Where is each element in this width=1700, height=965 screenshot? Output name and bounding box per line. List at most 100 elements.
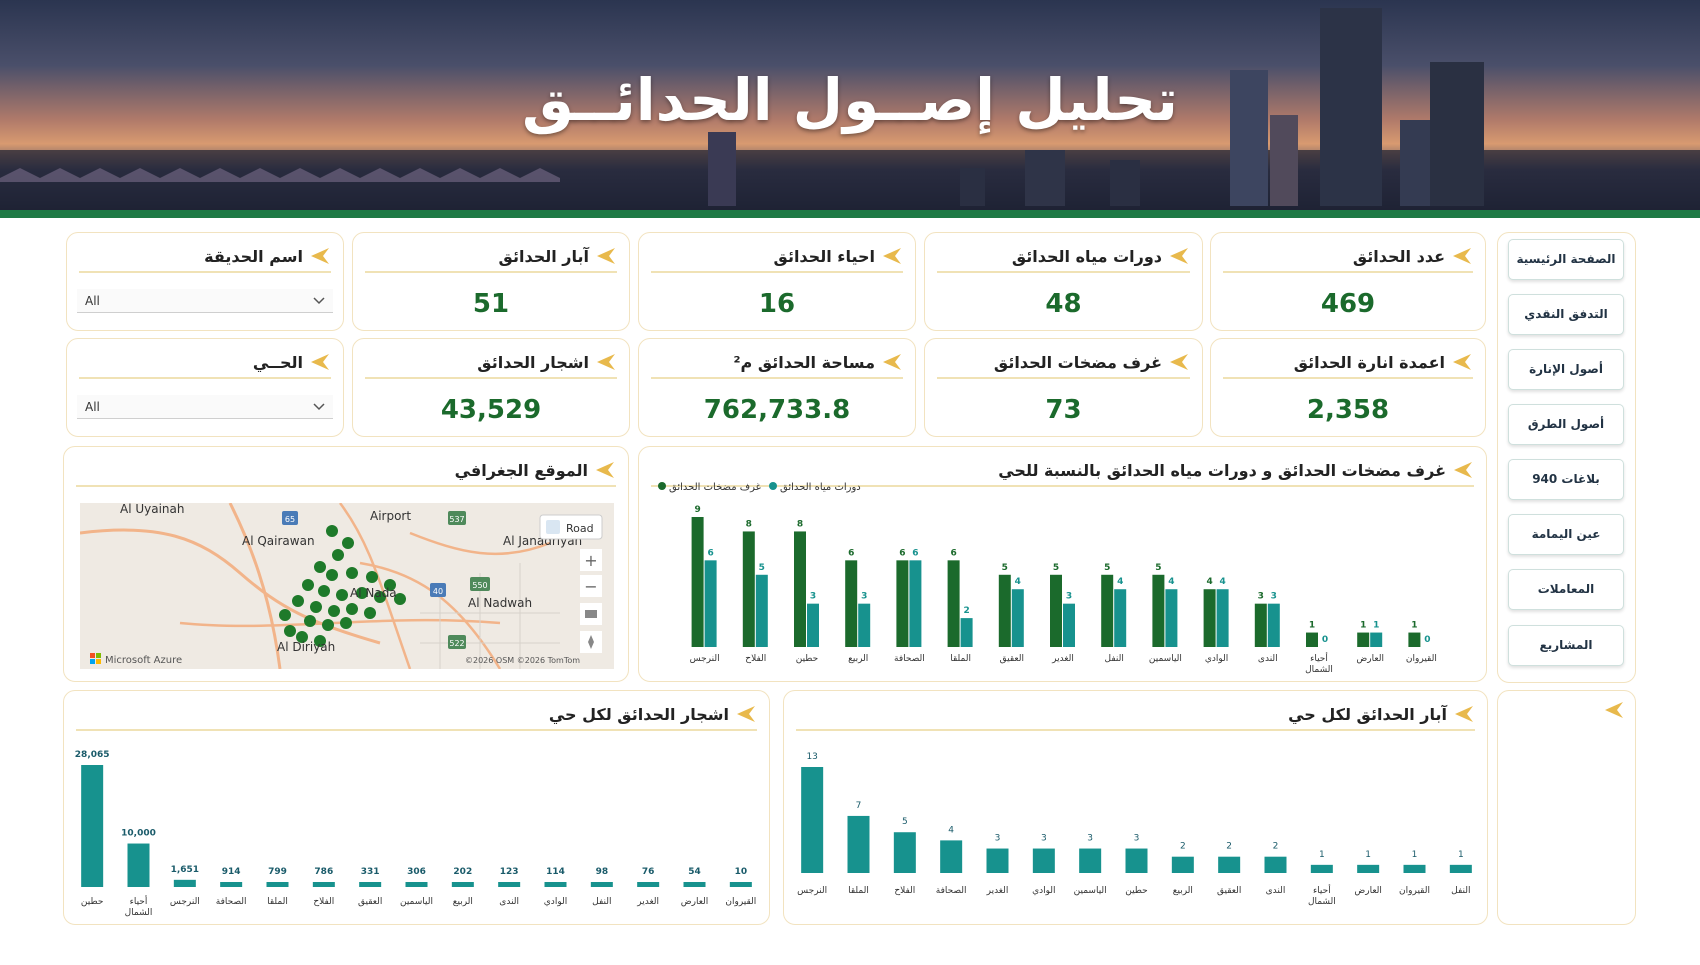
category-label: الربيع [1173, 886, 1193, 896]
data-label: 3 [1066, 592, 1072, 602]
pump-room-bar[interactable] [1254, 603, 1267, 647]
data-label: 6 [848, 548, 854, 558]
wells-bar[interactable] [1310, 864, 1333, 873]
park-markers[interactable] [279, 525, 406, 647]
trees-bar[interactable] [266, 882, 289, 887]
water-cycle-bar[interactable] [858, 603, 871, 647]
wells-bar[interactable] [1357, 864, 1380, 873]
trees-bar[interactable] [683, 882, 706, 887]
pump-room-bar[interactable] [1408, 632, 1421, 647]
wells-bar[interactable] [1079, 848, 1102, 873]
trees-bar[interactable] [127, 843, 150, 887]
water-cycle-bar[interactable] [1063, 603, 1075, 647]
trees-bar[interactable] [590, 882, 613, 887]
data-label: 5 [902, 817, 908, 827]
kpi-trees-card: اشجار الحدائق 43,529 [352, 338, 630, 437]
water-cycle-bar[interactable] [1267, 603, 1280, 647]
water-cycle-bar[interactable] [807, 603, 819, 647]
park-name-dropdown[interactable]: All [77, 289, 333, 313]
trees-bar[interactable] [451, 882, 474, 887]
pump-room-bar[interactable] [1306, 632, 1318, 647]
wells-bar[interactable] [1171, 856, 1194, 873]
trees-bar[interactable] [312, 882, 335, 887]
compass-icon[interactable] [580, 631, 602, 653]
wells-bar[interactable] [847, 815, 870, 873]
trees-bar[interactable] [220, 882, 243, 887]
pump-water-chart-card: غرف مضخات الحدائق و دورات مياه الحدائق ب… [638, 446, 1487, 682]
category-label: العقيق [1217, 886, 1241, 896]
kpi-label: دورات مياه الحدائق [1011, 246, 1162, 266]
category-label: العارض [1354, 886, 1382, 896]
data-label: 2 [963, 606, 969, 616]
zoom-in-button[interactable]: + [580, 549, 602, 571]
pump-room-bar[interactable] [742, 531, 755, 647]
wells-bar[interactable] [801, 767, 824, 873]
pump-room-bar[interactable] [1203, 589, 1216, 647]
map-place-label: Al Nadwah [468, 596, 532, 610]
category-label: الوادي [1032, 886, 1055, 896]
pump-room-bar[interactable] [1101, 574, 1114, 647]
wells-bar[interactable] [1125, 848, 1148, 873]
zoom-out-button[interactable]: − [580, 575, 602, 597]
water-cycle-bar[interactable] [1011, 589, 1024, 647]
trees-bar[interactable] [544, 882, 567, 887]
nav-940-reports-button[interactable]: بلاغات 940 [1508, 459, 1624, 500]
water-cycle-bar[interactable] [909, 560, 922, 647]
wells-bar[interactable] [1264, 856, 1287, 873]
nav-transactions-button[interactable]: المعاملات [1508, 569, 1624, 610]
trees-bar[interactable] [637, 882, 660, 887]
water-cycle-bar[interactable] [1370, 632, 1383, 647]
trees-bar[interactable] [81, 765, 104, 887]
dropdown-value: All [85, 293, 100, 308]
pump-room-bar[interactable] [794, 531, 806, 647]
pump-room-bar[interactable] [947, 560, 960, 647]
water-cycle-bar[interactable] [755, 574, 768, 647]
trees-bar[interactable] [498, 882, 521, 887]
district-slicer-card: الحــي All [66, 338, 344, 437]
chevron-left-icon [1453, 354, 1471, 370]
wells-bar[interactable] [1449, 864, 1472, 873]
pump-room-bar[interactable] [691, 517, 704, 647]
chevron-left-icon [737, 706, 755, 722]
wells-bar[interactable] [986, 848, 1009, 873]
wells-bar[interactable] [1218, 856, 1241, 873]
header-divider [0, 210, 1700, 218]
pump-room-bar[interactable] [845, 560, 858, 647]
water-cycle-bar[interactable] [704, 560, 717, 647]
water-cycle-bar[interactable] [1216, 589, 1229, 647]
tilt-icon[interactable] [580, 603, 602, 625]
road-style-button[interactable]: Road [539, 514, 603, 540]
pump-room-bar[interactable] [896, 560, 909, 647]
map-view[interactable]: Al Uyainah Airport Al Qairawan Al Janadr… [80, 503, 614, 669]
road-shield-icon: 550 [470, 577, 490, 591]
wells-bar[interactable] [1032, 848, 1055, 873]
district-dropdown[interactable]: All [77, 395, 333, 419]
nav-road-assets-button[interactable]: أصول الطرق [1508, 404, 1624, 445]
nav-ain-alyamama-button[interactable]: عين اليمامة [1508, 514, 1624, 555]
nav-cashflow-button[interactable]: التدفق النقدي [1508, 294, 1624, 335]
trees-bar[interactable] [359, 882, 382, 887]
nav-projects-button[interactable]: المشاريع [1508, 625, 1624, 666]
pump-room-bar[interactable] [1050, 574, 1062, 647]
nav-lighting-assets-button[interactable]: أصول الإنارة [1508, 349, 1624, 390]
wells-bar[interactable] [893, 832, 916, 873]
pump-room-bar[interactable] [998, 574, 1011, 647]
nav-home-button[interactable]: الصفحة الرئيسية [1508, 239, 1624, 280]
trees-bar[interactable] [405, 882, 428, 887]
pump-room-bar[interactable] [1152, 574, 1165, 647]
pump-room-bar[interactable] [1357, 632, 1370, 647]
trees-bar[interactable] [173, 879, 196, 887]
kpi-label: اشجار الحدائق [477, 352, 589, 372]
water-cycle-bar[interactable] [1165, 589, 1178, 647]
water-cycle-bar[interactable] [960, 618, 973, 647]
wells-bar[interactable] [1403, 864, 1426, 873]
kpi-value: 73 [1045, 395, 1082, 425]
data-label: 5 [1155, 563, 1161, 573]
trees-bar[interactable] [729, 882, 752, 887]
kpi-label: مساحة الحدائق م² [733, 352, 876, 372]
data-label: 1 [1411, 621, 1417, 631]
wells-bar[interactable] [940, 840, 963, 873]
category-label: القيروان [1399, 886, 1430, 896]
water-cycle-bar[interactable] [1114, 589, 1127, 647]
